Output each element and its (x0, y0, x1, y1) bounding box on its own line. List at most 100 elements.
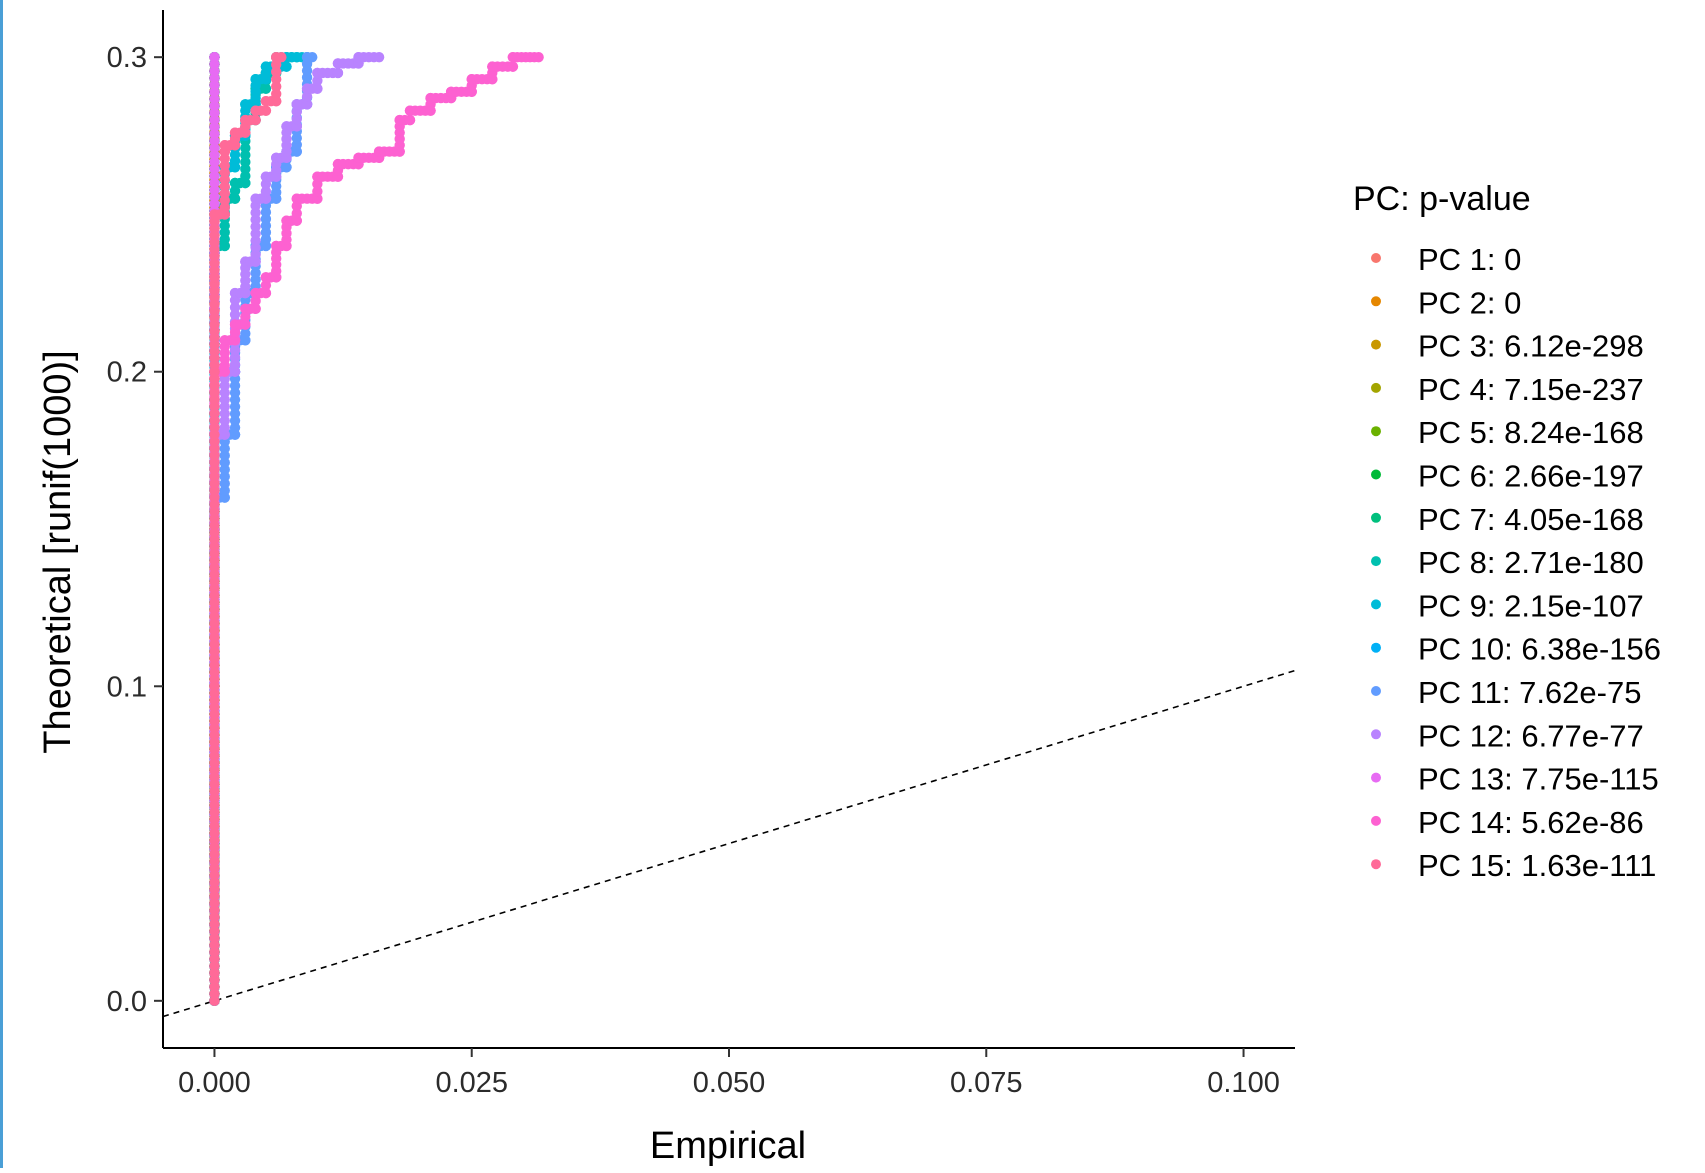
legend-key (1371, 253, 1381, 263)
data-point (301, 91, 313, 102)
data-point (312, 186, 323, 197)
legend-label: PC 2: 0 (1418, 285, 1521, 320)
data-point (291, 200, 302, 212)
legend-item: PC 5: 8.24e-168 (1371, 415, 1644, 450)
axes-layer: 0.000 0.025 0.050 0.075 0.100 0.0 0.1 0.2 0.3 (107, 10, 1295, 1099)
y-axis-label: Theoretical [runif(1000)] (37, 350, 79, 753)
data-point (260, 287, 272, 299)
legend-label: PC 4: 7.15e-237 (1418, 372, 1644, 407)
data-point (291, 106, 302, 117)
data-point (229, 366, 241, 377)
data-point (229, 345, 241, 356)
legend-label: PC 14: 5.62e-86 (1418, 805, 1644, 840)
data-point (271, 59, 282, 70)
legend-item: PC 12: 6.77e-77 (1371, 718, 1644, 753)
x-tick-label: 0.075 (950, 1067, 1023, 1099)
data-point (260, 105, 272, 116)
data-point (250, 295, 261, 307)
data-point (271, 81, 282, 92)
data-point (291, 215, 302, 226)
legend-item: PC 10: 6.38e-156 (1371, 632, 1661, 667)
data-point (301, 99, 313, 110)
legend-key (1371, 815, 1381, 826)
data-point (271, 96, 282, 107)
series-14 (209, 51, 544, 409)
x-tick-label: 0.100 (1207, 1067, 1280, 1099)
legend-key (1371, 859, 1381, 870)
data-point (281, 162, 292, 173)
data-points-layer (209, 51, 544, 1007)
legend-key (1371, 296, 1381, 307)
data-point (507, 61, 519, 72)
legend: PC: p-value PC 1: 0 PC 2: 0 PC 3: 6.12e-29… (1353, 180, 1661, 883)
data-point (260, 178, 272, 190)
legend-item: PC 9: 2.15e-107 (1371, 588, 1644, 623)
legend-item: PC 4: 7.15e-237 (1371, 372, 1644, 407)
data-point (229, 185, 241, 197)
legend-item: PC 14: 5.62e-86 (1371, 805, 1644, 840)
data-point (291, 208, 302, 219)
data-point (240, 311, 251, 322)
legend-title: PC: p-value (1353, 180, 1531, 218)
legend-key (1371, 469, 1381, 480)
data-point (229, 335, 241, 346)
legend-key (1371, 339, 1381, 350)
reference-line-layer (162, 669, 1296, 1018)
x-axis-label: Empirical (650, 1125, 806, 1167)
data-point (260, 193, 272, 204)
legend-label: PC 1: 0 (1418, 242, 1521, 277)
legend-item: PC 11: 7.62e-75 (1371, 675, 1641, 710)
data-point (373, 51, 385, 63)
legend-key (1371, 556, 1381, 567)
legend-item: PC 1: 0 (1371, 242, 1521, 277)
y-tick-label: 0.2 (107, 357, 147, 389)
data-point (291, 121, 302, 132)
legend-item: PC 8: 2.71e-180 (1371, 545, 1644, 580)
legend-label: PC 8: 2.71e-180 (1418, 545, 1644, 580)
legend-item: PC 13: 7.75e-115 (1371, 762, 1659, 797)
legend-item: PC 2: 0 (1371, 285, 1521, 320)
data-point (229, 302, 241, 313)
legend-label: PC 13: 7.75e-115 (1418, 762, 1659, 797)
window-edge-line (0, 0, 3, 1168)
legend-label: PC 9: 2.15e-107 (1418, 588, 1644, 623)
data-point (229, 295, 241, 306)
data-point (229, 352, 241, 363)
reference-line (162, 669, 1296, 1018)
legend-label: PC 3: 6.12e-298 (1418, 329, 1644, 364)
x-tick-label: 0.050 (693, 1067, 766, 1099)
y-tick-label: 0.3 (107, 42, 147, 74)
y-tick-label: 0.1 (107, 671, 147, 703)
data-point (250, 114, 261, 126)
legend-label: PC 11: 7.62e-75 (1418, 675, 1641, 710)
legend-items: PC 1: 0 PC 2: 0 PC 3: 6.12e-298 PC 4: 7.15e… (1371, 242, 1661, 883)
x-tick-label: 0.000 (178, 1067, 251, 1099)
y-tick-label: 0.0 (107, 986, 147, 1018)
legend-label: PC 10: 6.38e-156 (1418, 632, 1661, 667)
data-point (260, 280, 272, 291)
legend-key (1371, 382, 1381, 393)
legend-key (1371, 729, 1381, 740)
data-point (240, 319, 251, 330)
legend-item: PC 6: 2.66e-197 (1371, 459, 1644, 494)
legend-label: PC 12: 6.77e-77 (1418, 718, 1644, 753)
data-point (291, 113, 302, 125)
legend-key (1371, 512, 1381, 523)
data-point (250, 303, 261, 315)
data-point (281, 61, 292, 72)
data-point (276, 51, 287, 63)
data-point (312, 193, 323, 204)
data-point (404, 114, 416, 126)
data-point (209, 51, 220, 63)
data-point (312, 75, 323, 86)
series-12 (209, 51, 385, 503)
data-point (271, 66, 282, 78)
legend-key (1371, 599, 1381, 610)
legend-key (1371, 772, 1381, 783)
legend-label: PC 15: 1.63e-111 (1418, 848, 1656, 883)
legend-label: PC 7: 4.05e-168 (1418, 502, 1644, 537)
legend-item: PC 3: 6.12e-298 (1371, 329, 1644, 364)
series-15 (209, 51, 287, 1007)
data-point (229, 359, 241, 370)
